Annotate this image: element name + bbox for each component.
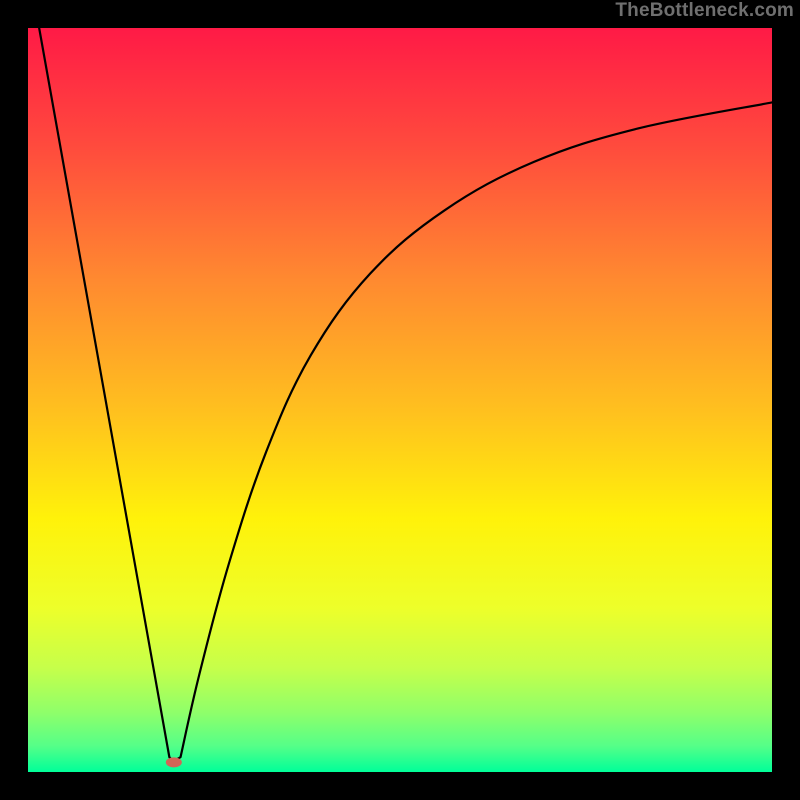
chart-stage: TheBottleneck.com (0, 0, 800, 800)
optimal-marker (166, 757, 182, 767)
watermark-label: TheBottleneck.com (615, 0, 794, 22)
bottleneck-chart (0, 0, 800, 800)
plot-background (28, 28, 772, 772)
